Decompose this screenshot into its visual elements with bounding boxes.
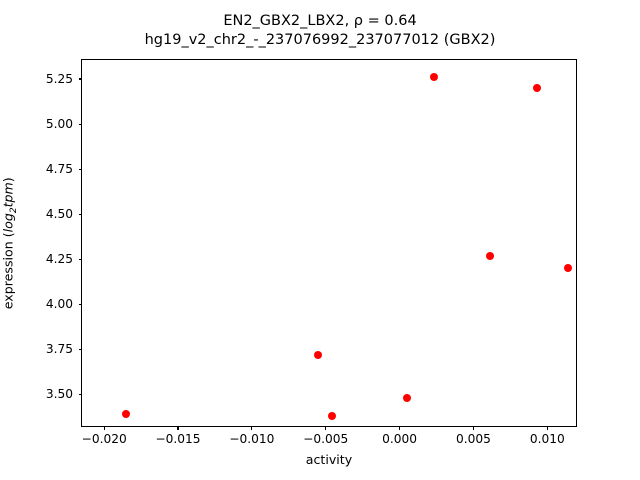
x-axis-tick — [251, 426, 253, 430]
x-axis-tick — [103, 426, 105, 430]
y-axis-tick-label: 3.75 — [45, 342, 73, 357]
data-point — [564, 264, 573, 273]
data-point — [403, 393, 411, 402]
y-axis-tick — [78, 303, 82, 305]
y-axis-tick-label: 5.25 — [45, 71, 73, 86]
y-axis-tick — [78, 213, 82, 215]
data-point — [327, 412, 336, 420]
y-axis-tick — [78, 168, 82, 170]
plot-axes: −0.020 −0.015 −0.010 −0.005 0.000 0.005 0.010 3… — [46, 59, 577, 446]
y-axis-label: expression (log2tpm) — [0, 59, 20, 427]
y-axis-tick-label: 3.50 — [45, 387, 73, 402]
x-axis-tick — [472, 426, 475, 430]
x-axis-tick — [325, 426, 327, 430]
x-axis-tick-label: 0.010 — [529, 432, 565, 446]
chart-title: EN2_GBX2_LBX2, ρ = 0.64 hg19_v2_chr2_-_2… — [0, 12, 640, 50]
data-point — [122, 410, 131, 419]
x-axis-tick-label: −0.015 — [155, 432, 201, 446]
y-axis-tick — [78, 78, 82, 80]
x-axis-tick — [177, 426, 179, 430]
y-axis-tick-label: 4.75 — [45, 162, 73, 177]
chart-title-line-1: EN2_GBX2_LBX2, ρ = 0.64 — [223, 13, 417, 29]
x-axis-tick-label: 0.005 — [456, 432, 491, 446]
data-point — [314, 350, 323, 359]
y-axis-tick-label: 4.50 — [45, 207, 73, 222]
x-axis-tick-label: 0.000 — [382, 432, 418, 446]
x-axis-label: activity — [305, 452, 353, 467]
y-axis-tick — [78, 123, 82, 125]
data-point — [533, 84, 541, 92]
y-axis-tick-label: 4.25 — [45, 252, 73, 267]
data-point — [429, 73, 438, 82]
y-axis-tick-label: 4.00 — [45, 297, 73, 312]
plot-data-area — [82, 60, 576, 426]
y-axis-tick-label: 5.00 — [45, 117, 73, 132]
x-axis-tick — [399, 426, 401, 430]
x-axis-tick-label: −0.010 — [229, 432, 275, 446]
data-point — [485, 251, 494, 260]
x-axis-tick-label: −0.020 — [81, 432, 127, 446]
x-axis-tick-label: −0.005 — [303, 432, 349, 446]
chart-title-line-2: hg19_v2_chr2_-_237076992_237077012 (GBX2… — [144, 32, 496, 48]
x-axis-tick — [546, 426, 548, 430]
y-axis-tick — [78, 258, 82, 260]
y-axis-label-text: expression (log2tpm) — [0, 177, 20, 309]
y-axis-tick — [78, 393, 82, 395]
y-axis-tick — [78, 348, 82, 350]
